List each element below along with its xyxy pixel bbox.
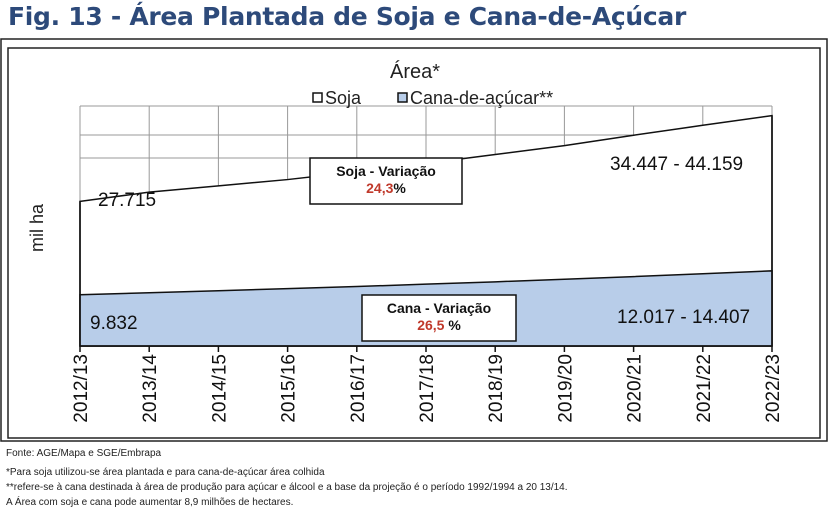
- legend-swatch-cana: [397, 92, 408, 103]
- source-note: Fonte: AGE/Mapa e SGE/Embrapa: [6, 448, 162, 459]
- soja-variation-title: Soja - Variação: [336, 163, 436, 179]
- x-tick-label: 2020/21: [625, 354, 646, 423]
- soja-start-label: 27.715: [98, 190, 156, 211]
- cana-variation-box: [361, 294, 517, 342]
- x-tick-label: 2019/20: [555, 354, 576, 423]
- x-tick-label: 2015/16: [279, 354, 300, 423]
- legend-label-soja: Soja: [325, 88, 362, 108]
- x-tick-label: 2012/13: [71, 354, 92, 423]
- footnote-1: *Para soja utilizou-se área plantada e p…: [6, 467, 325, 478]
- x-tick-label: 2021/22: [694, 354, 715, 423]
- footnote-2: **refere-se à cana destinada à área de p…: [6, 482, 568, 493]
- footnote-3: A Área com soja e cana pode aumentar 8,9…: [6, 497, 294, 508]
- x-tick-label: 2018/19: [486, 354, 507, 423]
- legend-swatch-soja: [312, 92, 323, 103]
- x-tick-label: 2022/23: [763, 354, 784, 423]
- chart: 2012/13 2013/14 2014/15 2015/16 2016/17 2017/…: [0, 38, 828, 442]
- cana-variation-title: Cana - Variação: [387, 300, 491, 316]
- x-tick-label: 2014/15: [209, 354, 230, 423]
- x-tick-label: 2016/17: [348, 354, 369, 423]
- legend-label-cana: Cana-de-açúcar**: [410, 88, 553, 108]
- cana-variation-value: 26,5 %: [417, 317, 461, 333]
- soja-variation-box: [309, 157, 463, 205]
- y-axis-label: mil ha: [27, 203, 47, 252]
- soja-end-label: 34.447 - 44.159: [610, 154, 743, 175]
- chart-title: Área*: [390, 60, 440, 83]
- soja-variation-value: 24,3%: [366, 180, 406, 196]
- cana-end-label: 12.017 - 14.407: [617, 307, 750, 328]
- x-tick-label: 2017/18: [417, 354, 438, 423]
- cana-start-label: 9.832: [90, 313, 138, 334]
- figure-title: Fig. 13 - Área Plantada de Soja e Cana-d…: [8, 2, 686, 31]
- x-tick-label: 2013/14: [140, 354, 161, 423]
